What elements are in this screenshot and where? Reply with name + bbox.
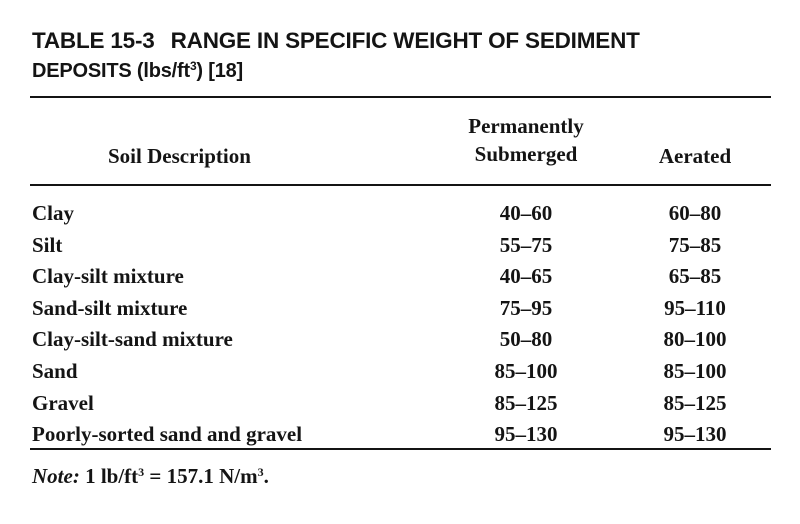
note-exponent-2: 3 [257,465,264,479]
note-text-middle: = 157.1 N/m [144,464,258,488]
cell-aerated: 60–80 [668,201,722,225]
table-row: Clay 40–60 60–80 [0,198,800,230]
table-row: Sand-silt mixture 75–95 95–110 [0,293,800,325]
caption-units-exponent: 3 [189,59,197,73]
note-exponent-1: 3 [138,465,145,479]
cell-description: Gravel [32,390,94,415]
caption-line-2: DEPOSITS (lbs/ft3) [18] [32,56,772,86]
cell-aerated: 95–110 [664,295,726,320]
cell-description: Silt [32,232,63,257]
cell-submerged: 50–80 [499,327,553,352]
top-rule [30,96,771,98]
cell-aerated: 75–85 [668,232,722,257]
cell-aerated: 80–100 [663,327,727,352]
cell-description: Sand [32,358,78,383]
cell-aerated: 85–100 [663,358,727,383]
caption-title: RANGE IN SPECIFIC WEIGHT OF SEDIMENT [170,28,640,53]
table-row: Clay-silt mixture 40–65 65–85 [0,261,800,293]
cell-description: Sand-silt mixture [32,295,188,320]
cell-aerated: 85–125 [663,390,727,415]
cell-description: Clay-silt mixture [32,264,184,289]
cell-submerged: 75–95 [499,295,553,320]
note-label: Note: [32,464,80,488]
header-permanently-submerged: Permanently Submerged [455,112,597,168]
table-body: Clay 40–60 60–80 Silt 55–75 75–85 Clay-s… [0,198,800,451]
table-row: Gravel 85–125 85–125 [0,388,800,420]
cell-description: Poorly-sorted sand and gravel [32,422,303,447]
cell-submerged: 40–60 [499,201,553,225]
cell-description: Clay-silt-sand mixture [32,327,233,352]
cell-submerged: 40–65 [499,264,553,289]
table-row: Silt 55–75 75–85 [0,230,800,262]
bottom-rule [30,448,771,450]
header-aerated: Aerated [658,144,732,168]
cell-submerged: 95–130 [494,422,558,447]
cell-aerated: 65–85 [668,264,722,289]
table-row: Clay-silt-sand mixture 50–80 80–100 [0,324,800,356]
cell-submerged: 85–100 [494,358,558,383]
table-row: Poorly-sorted sand and gravel 95–130 95–… [0,419,800,451]
cell-submerged: 55–75 [499,232,553,257]
table-footnote: Note: 1 lb/ft3 = 157.1 N/m3. [32,462,269,490]
header-rule [30,184,771,186]
header-submerged-line-2: Submerged [474,142,578,166]
note-text-prefix: 1 lb/ft [79,464,139,488]
caption-units-suffix: ) [18] [196,60,244,82]
caption-line-1: TABLE 15-3 RANGE IN SPECIFIC WEIGHT OF SE… [32,26,772,56]
note-text-suffix: . [263,464,269,488]
table-row: Sand 85–100 85–100 [0,356,800,388]
cell-description: Clay [32,201,74,225]
cell-aerated: 95–130 [663,422,727,447]
caption-units-prefix: DEPOSITS (lbs/ft [32,60,190,82]
cell-submerged: 85–125 [494,390,558,415]
header-soil-description: Soil Description [108,144,251,168]
table-number: TABLE 15-3 [32,28,155,53]
header-submerged-line-1: Permanently [468,114,584,138]
table-caption: TABLE 15-3 RANGE IN SPECIFIC WEIGHT OF SE… [32,26,772,86]
